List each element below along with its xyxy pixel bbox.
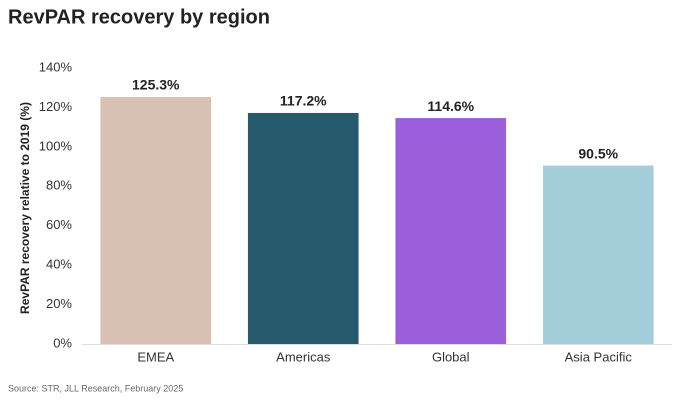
x-tick-label: Global bbox=[432, 349, 470, 364]
x-tick-label: Americas bbox=[276, 349, 331, 364]
y-axis-label: RevPAR recovery relative to 2019 (%) bbox=[18, 102, 32, 314]
y-tick-label: 140% bbox=[39, 59, 73, 74]
y-tick-label: 80% bbox=[46, 178, 72, 193]
bar bbox=[100, 96, 212, 344]
x-tick-label: Asia Pacific bbox=[565, 349, 633, 364]
data-label: 90.5% bbox=[578, 145, 618, 161]
bar bbox=[395, 118, 507, 345]
x-tick-label: EMEA bbox=[137, 349, 174, 364]
y-tick-label: 20% bbox=[46, 296, 72, 311]
y-tick-label: 60% bbox=[46, 217, 72, 232]
y-tick-label: 40% bbox=[46, 257, 72, 272]
data-label: 117.2% bbox=[280, 93, 327, 109]
data-label: 125.3% bbox=[132, 77, 180, 93]
y-tick-label: 0% bbox=[53, 335, 72, 350]
y-tick-label: 100% bbox=[39, 138, 73, 153]
chart-title: RevPAR recovery by region bbox=[8, 6, 270, 28]
bar bbox=[542, 165, 654, 344]
data-label: 114.6% bbox=[427, 98, 474, 114]
bar bbox=[247, 112, 359, 344]
source-note: Source: STR, JLL Research, February 2025 bbox=[8, 383, 183, 393]
y-tick-label: 120% bbox=[39, 99, 73, 114]
